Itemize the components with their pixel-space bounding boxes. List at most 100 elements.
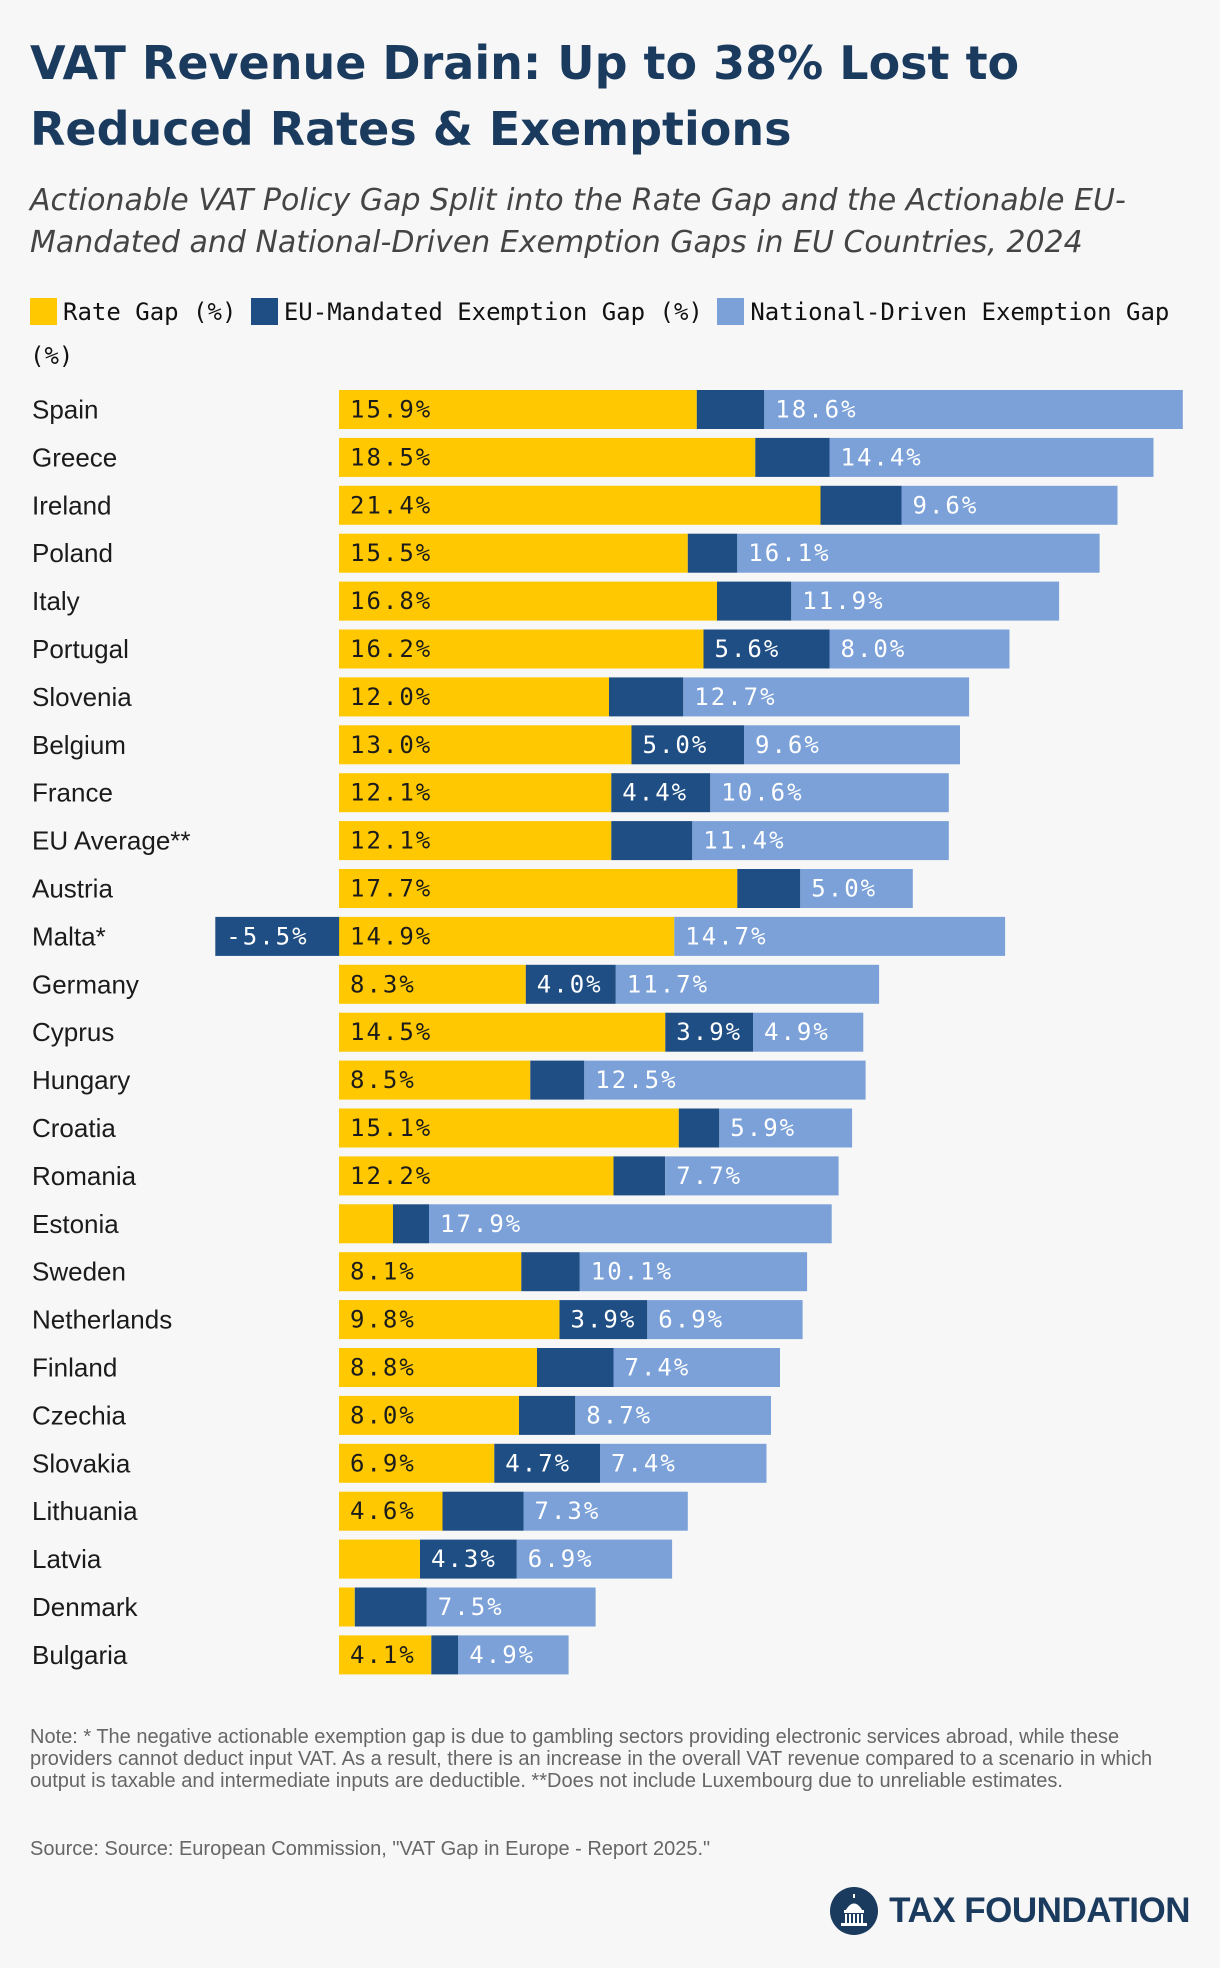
data-label-national-driven-exemption-gap-denmark: 7.5% — [438, 1593, 504, 1621]
bar-eu-mandated-exemption-gap-hungary — [530, 1060, 585, 1100]
bar-national-driven-exemption-gap-estonia — [429, 1204, 832, 1244]
bar-rate-gap-eu-average — [339, 821, 612, 861]
data-label-national-driven-exemption-gap-ireland: 9.6% — [913, 491, 979, 519]
bar-rate-gap-poland — [339, 533, 688, 573]
category-label-belgium: Belgium — [32, 730, 126, 760]
bar-national-driven-exemption-gap-romania — [665, 1156, 839, 1196]
category-label-spain: Spain — [32, 395, 99, 425]
stacked-bar-chart: Spain 15.9% 18.6% Greece 18.5% 14.4% Ireland 21… — [32, 390, 1183, 1675]
data-label-rate-gap-bulgaria: 4.1% — [350, 1641, 416, 1669]
legend-swatch-national-driven — [717, 298, 745, 325]
data-label-national-driven-exemption-gap-france: 10.6% — [721, 779, 803, 807]
bar-national-driven-exemption-gap-austria — [800, 869, 913, 908]
data-label-national-driven-exemption-gap-romania: 7.7% — [676, 1162, 742, 1190]
data-label-eu-mandated-exemption-gap-slovakia: 4.7% — [505, 1449, 571, 1477]
legend-swatch-eu-mandated — [250, 298, 278, 325]
bar-rate-gap-denmark — [339, 1587, 355, 1627]
data-label-rate-gap-slovenia: 12.0% — [350, 683, 432, 711]
data-label-national-driven-exemption-gap-croatia: 5.9% — [730, 1114, 796, 1142]
bar-rate-gap-sweden — [339, 1252, 522, 1292]
data-label-rate-gap-lithuania: 4.6% — [350, 1497, 416, 1525]
data-label-rate-gap-poland: 15.5% — [350, 539, 432, 567]
data-label-rate-gap-netherlands: 9.8% — [350, 1306, 416, 1334]
data-label-rate-gap-sweden: 8.1% — [350, 1258, 416, 1286]
category-label-finland: Finland — [32, 1353, 117, 1383]
category-label-romania: Romania — [32, 1161, 137, 1191]
bar-national-driven-exemption-gap-malta — [674, 916, 1006, 956]
bar-eu-mandated-exemption-gap-estonia — [393, 1204, 429, 1244]
bar-eu-mandated-exemption-gap-finland — [537, 1348, 614, 1387]
bar-national-driven-exemption-gap-ireland — [901, 485, 1118, 525]
bar-eu-mandated-exemption-gap-slovakia — [494, 1443, 601, 1483]
data-label-national-driven-exemption-gap-poland: 16.1% — [748, 539, 830, 567]
data-label-national-driven-exemption-gap-eu-average: 11.4% — [703, 827, 785, 855]
data-label-rate-gap-romania: 12.2% — [350, 1162, 432, 1190]
category-label-portugal: Portugal — [32, 634, 129, 664]
bar-national-driven-exemption-gap-latvia — [516, 1539, 673, 1579]
bar-national-driven-exemption-gap-poland — [737, 533, 1100, 573]
bar-rate-gap-romania — [339, 1156, 614, 1196]
category-label-greece: Greece — [32, 442, 117, 472]
data-label-national-driven-exemption-gap-hungary: 12.5% — [595, 1066, 677, 1094]
category-label-denmark: Denmark — [32, 1592, 138, 1622]
data-label-rate-gap-spain: 15.9% — [350, 396, 432, 424]
bar-rate-gap-slovenia — [339, 677, 609, 717]
bar-national-driven-exemption-gap-netherlands — [647, 1300, 803, 1340]
bar-rate-gap-estonia — [339, 1204, 393, 1244]
legend-item-rate-gap: Rate Gap (%) — [30, 298, 236, 326]
bar-national-driven-exemption-gap-portugal — [829, 629, 1010, 669]
data-label-national-driven-exemption-gap-slovakia: 7.4% — [611, 1449, 677, 1477]
data-label-national-driven-exemption-gap-finland: 7.4% — [625, 1354, 691, 1382]
category-label-latvia: Latvia — [32, 1544, 102, 1574]
bar-national-driven-exemption-gap-croatia — [719, 1108, 853, 1148]
category-label-austria: Austria — [32, 874, 113, 904]
bar-national-driven-exemption-gap-germany — [615, 964, 880, 1004]
bar-eu-mandated-exemption-gap-denmark — [354, 1587, 427, 1627]
bar-national-driven-exemption-gap-france — [710, 773, 949, 813]
data-label-eu-mandated-exemption-gap-germany: 4.0% — [537, 970, 603, 998]
data-label-rate-gap-austria: 17.7% — [350, 875, 432, 903]
bar-eu-mandated-exemption-gap-france — [611, 773, 711, 813]
bar-eu-mandated-exemption-gap-cyprus — [665, 1012, 754, 1052]
legend-swatch-rate-gap — [30, 298, 57, 325]
data-label-national-driven-exemption-gap-belgium: 9.6% — [755, 731, 821, 759]
bar-eu-mandated-exemption-gap-sweden — [521, 1252, 580, 1292]
data-label-rate-gap-greece: 18.5% — [350, 443, 432, 471]
bar-eu-mandated-exemption-gap-italy — [717, 581, 792, 621]
category-label-sweden: Sweden — [32, 1257, 126, 1287]
category-label-bulgaria: Bulgaria — [32, 1640, 128, 1670]
data-label-eu-mandated-exemption-gap-france: 4.4% — [622, 779, 688, 807]
bar-rate-gap-czechia — [339, 1395, 519, 1435]
data-label-national-driven-exemption-gap-sweden: 10.1% — [591, 1258, 673, 1286]
chart-title: VAT Revenue Drain: Up to 38% Lost to Red… — [30, 36, 1020, 156]
bar-eu-mandated-exemption-gap-poland — [687, 533, 738, 573]
bar-rate-gap-hungary — [339, 1060, 531, 1100]
data-label-rate-gap-slovakia: 6.9% — [350, 1449, 416, 1477]
bar-rate-gap-portugal — [339, 629, 704, 669]
chart-note: Note: * The negative actionable exemptio… — [30, 1726, 1153, 1792]
bar-rate-gap-austria — [339, 869, 738, 908]
data-label-national-driven-exemption-gap-germany: 11.7% — [627, 970, 709, 998]
data-label-national-driven-exemption-gap-austria: 5.0% — [811, 875, 877, 903]
bar-rate-gap-finland — [339, 1348, 537, 1387]
bar-eu-mandated-exemption-gap-portugal — [703, 629, 830, 669]
data-label-national-driven-exemption-gap-cyprus: 4.9% — [764, 1018, 830, 1046]
bar-eu-mandated-exemption-gap-netherlands — [559, 1300, 648, 1340]
capitol-dome-icon — [830, 1887, 879, 1935]
data-label-eu-mandated-exemption-gap-latvia: 4.3% — [431, 1545, 497, 1573]
data-label-national-driven-exemption-gap-lithuania: 7.3% — [535, 1497, 601, 1525]
category-label-croatia: Croatia — [32, 1113, 116, 1143]
data-label-national-driven-exemption-gap-slovenia: 12.7% — [694, 683, 776, 711]
chart-source: Source: Source: European Commission, "VA… — [30, 1838, 711, 1860]
data-label-rate-gap-eu-average: 12.1% — [350, 827, 432, 855]
category-label-malta: Malta* — [32, 921, 106, 951]
data-label-national-driven-exemption-gap-spain: 18.6% — [775, 396, 857, 424]
data-label-rate-gap-croatia: 15.1% — [350, 1114, 432, 1142]
bar-national-driven-exemption-gap-czechia — [575, 1395, 771, 1435]
bar-national-driven-exemption-gap-belgium — [744, 725, 960, 765]
bar-national-driven-exemption-gap-greece — [829, 437, 1154, 477]
bar-rate-gap-belgium — [339, 725, 632, 765]
bar-rate-gap-latvia — [339, 1539, 420, 1579]
bar-national-driven-exemption-gap-bulgaria — [458, 1635, 569, 1675]
data-label-eu-mandated-exemption-gap-netherlands: 3.9% — [571, 1306, 637, 1334]
